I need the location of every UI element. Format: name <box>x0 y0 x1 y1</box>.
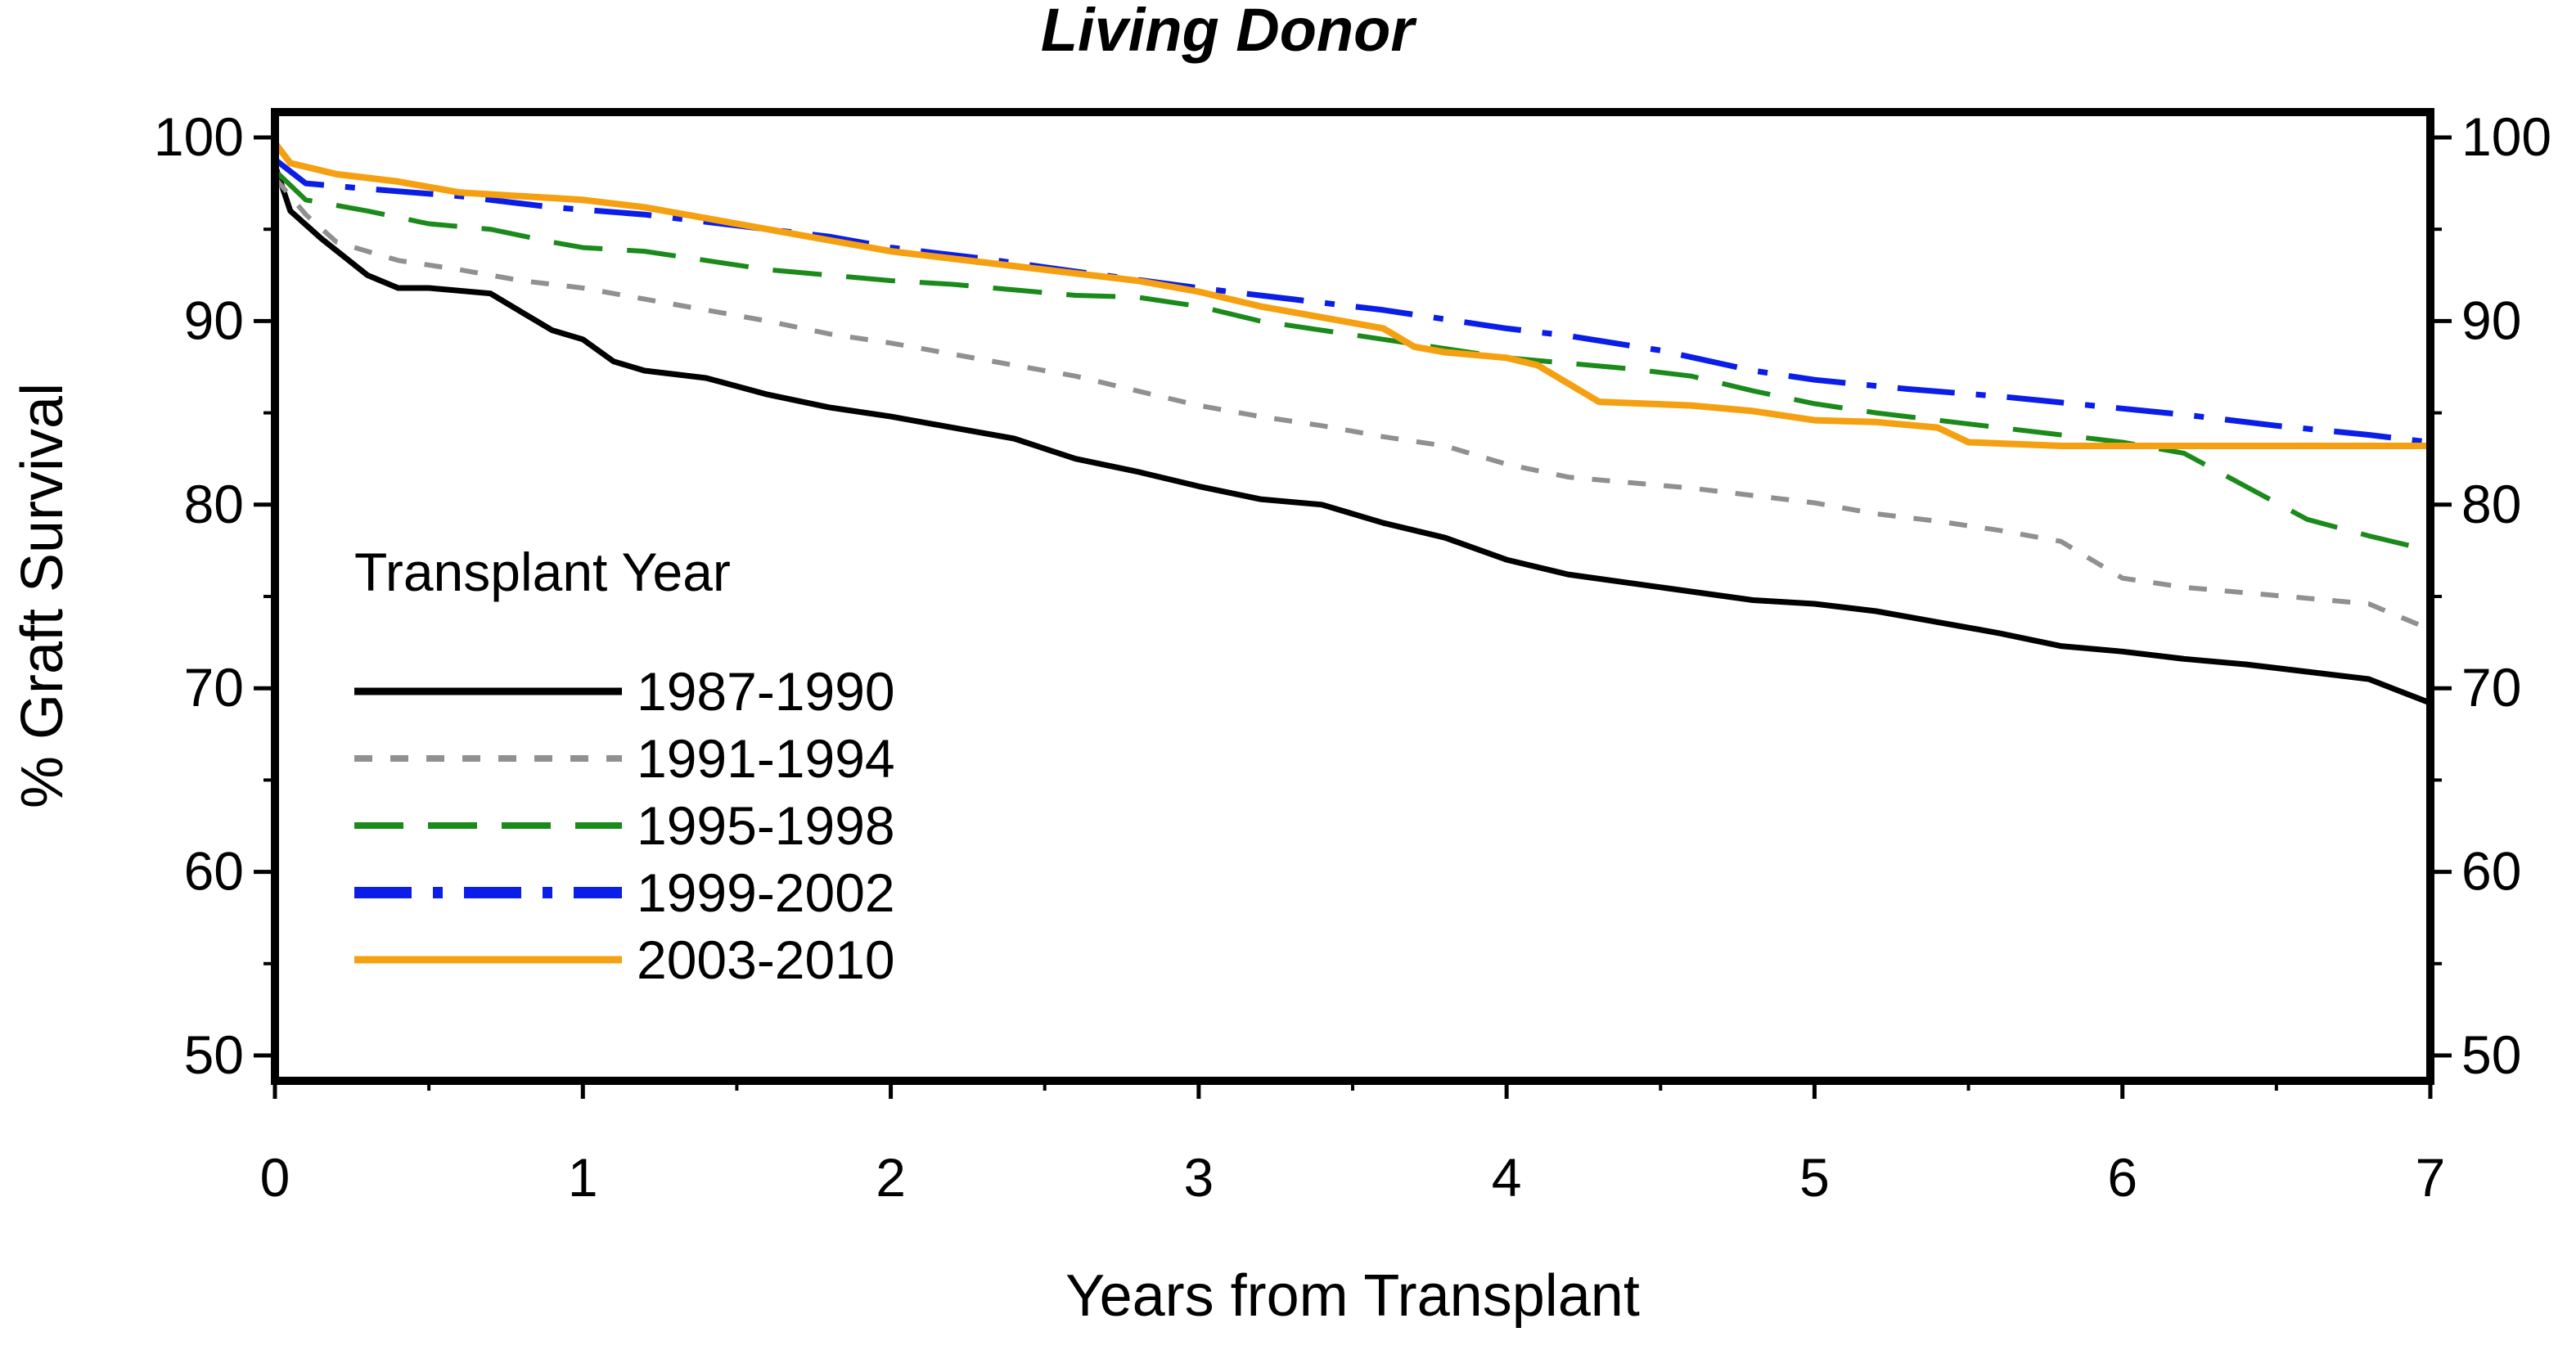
series-line-1995-1998 <box>272 169 2431 553</box>
series-layer <box>272 141 2432 706</box>
series-line-1987-1990 <box>272 164 2432 706</box>
y-tick-label-left: 50 <box>184 1024 244 1085</box>
legend-label-2003-2010: 2003-2010 <box>637 929 895 990</box>
y-tick-label-left: 60 <box>184 841 244 902</box>
legend: Transplant Year 1987-19901991-19941995-1… <box>354 542 895 990</box>
y-tick-label-left: 70 <box>184 657 244 718</box>
x-tick-label: 4 <box>1492 1147 1522 1208</box>
tick-labels: 50 50 60 60 70 70 80 80 90 90 100 100 0 1 2 3 4 5 6 7 <box>154 106 2551 1208</box>
y-tick-label-right: 90 <box>2461 290 2521 350</box>
x-tick-label: 6 <box>2107 1147 2137 1208</box>
y-tick-label-right: 80 <box>2461 474 2521 534</box>
legend-label-1999-2002: 1999-2002 <box>637 862 895 923</box>
legend-title: Transplant Year <box>354 542 731 602</box>
legend-label-1995-1998: 1995-1998 <box>637 795 895 856</box>
legend-label-1991-1994: 1991-1994 <box>637 728 895 789</box>
y-tick-label-right: 100 <box>2461 106 2551 167</box>
y-tick-label-right: 50 <box>2461 1024 2521 1085</box>
y-tick-label-left: 90 <box>184 290 244 350</box>
chart-title: Living Donor <box>1041 0 1417 64</box>
y-tick-label-right: 70 <box>2461 657 2521 718</box>
x-tick-label: 1 <box>568 1147 598 1208</box>
x-tick-label: 2 <box>876 1147 906 1208</box>
series-line-2003-2010 <box>272 141 2430 449</box>
series-line-1999-2002 <box>272 157 2431 445</box>
y-tick-label-left: 100 <box>154 106 244 167</box>
plot-frame <box>271 108 2434 1085</box>
x-tick-label: 5 <box>1799 1147 1830 1208</box>
series-line-1991-1994 <box>272 176 2432 632</box>
x-tick-label: 0 <box>260 1147 290 1208</box>
x-axis-label: Years from Transplant <box>1065 1263 1640 1329</box>
y-tick-label-right: 60 <box>2461 841 2521 902</box>
legend-label-1987-1990: 1987-1990 <box>637 661 895 722</box>
y-tick-label-left: 80 <box>184 474 244 534</box>
x-tick-label: 3 <box>1183 1147 1214 1208</box>
y-axis-label: % Graft Survival <box>10 383 75 808</box>
x-tick-label: 7 <box>2416 1147 2446 1208</box>
